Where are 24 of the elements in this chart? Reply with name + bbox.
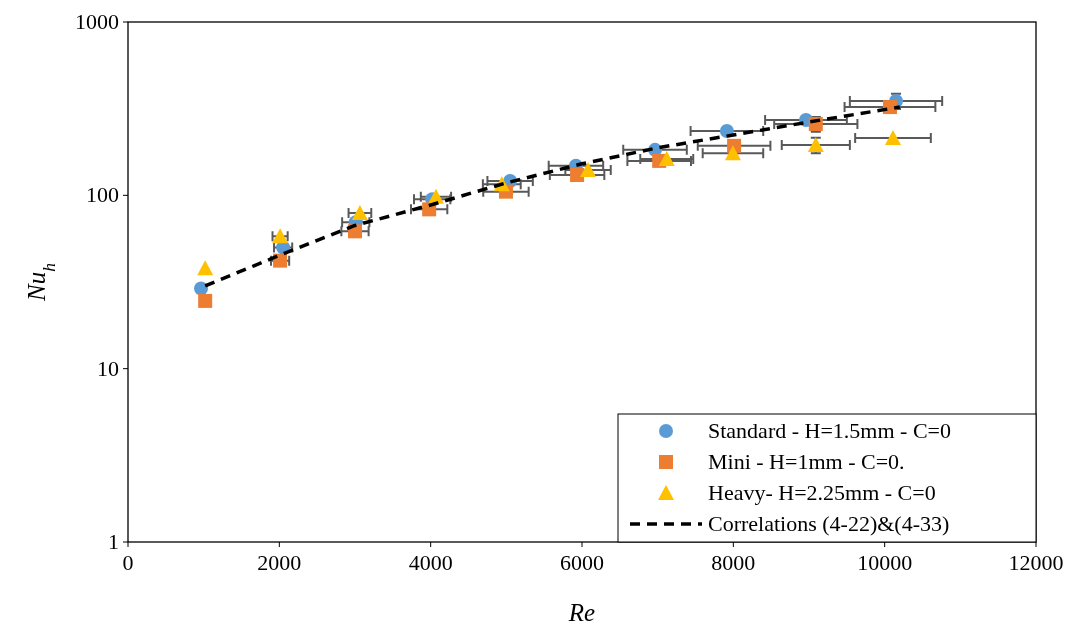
y-tick-label: 1000 bbox=[75, 9, 119, 34]
point bbox=[884, 130, 901, 146]
point bbox=[351, 205, 368, 221]
x-tick-label: 0 bbox=[122, 550, 134, 575]
x-axis-title: Re bbox=[567, 599, 596, 626]
x-tick-label: 10000 bbox=[857, 550, 913, 575]
y-tick-label: 100 bbox=[86, 182, 119, 208]
point bbox=[580, 162, 597, 177]
point bbox=[724, 145, 741, 161]
y-tick-label: 1 bbox=[108, 529, 119, 554]
point bbox=[658, 151, 675, 167]
x-tick-label: 2000 bbox=[257, 550, 302, 575]
legend-label: Correlations (4-22)&(4-33) bbox=[708, 511, 950, 536]
y-tick-label: 10 bbox=[97, 355, 119, 381]
legend-label: Mini - H=1mm - C=0. bbox=[708, 449, 905, 474]
point bbox=[197, 260, 214, 276]
point bbox=[570, 168, 585, 183]
legend-label: Standard - H=1.5mm - C=0 bbox=[708, 418, 951, 443]
point bbox=[198, 293, 213, 308]
x-tick-label: 8000 bbox=[711, 550, 756, 575]
legend-label: Heavy- H=2.25mm - C=0 bbox=[708, 480, 936, 505]
x-tick-label: 12000 bbox=[1008, 550, 1064, 575]
x-tick-label: 6000 bbox=[560, 550, 604, 575]
x-tick-label: 4000 bbox=[408, 550, 453, 575]
